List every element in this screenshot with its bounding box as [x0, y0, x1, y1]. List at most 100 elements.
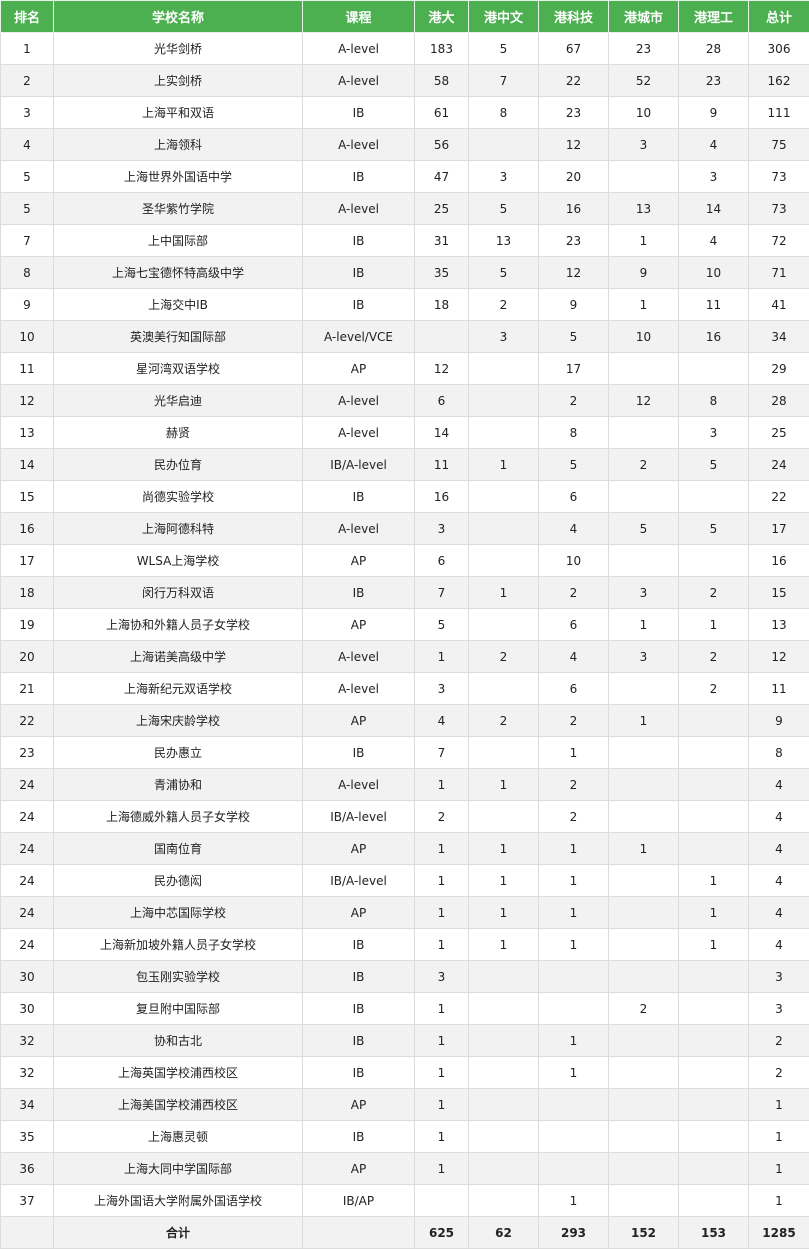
cell-polyu: 5: [679, 513, 749, 545]
cell-rank: 23: [1, 737, 54, 769]
cell-rank: 32: [1, 1025, 54, 1057]
total-polyu: 153: [679, 1217, 749, 1249]
cell-cuhk: 1: [469, 833, 539, 865]
cell-curriculum: IB/A-level: [303, 865, 415, 897]
cell-curriculum: A-level: [303, 193, 415, 225]
cell-curriculum: IB: [303, 961, 415, 993]
cell-total: 25: [749, 417, 809, 449]
cell-rank: 7: [1, 225, 54, 257]
cell-hkust: [539, 1121, 609, 1153]
cell-hku: 1: [415, 1153, 469, 1185]
cell-polyu: [679, 481, 749, 513]
cell-hkust: 12: [539, 129, 609, 161]
cell-cityu: [609, 769, 679, 801]
cell-polyu: 10: [679, 257, 749, 289]
cell-cuhk: 1: [469, 929, 539, 961]
cell-hkust: 1: [539, 737, 609, 769]
cell-school-name: 上海外国语大学附属外国语学校: [54, 1185, 303, 1217]
cell-total: 1: [749, 1121, 809, 1153]
cell-total: 16: [749, 545, 809, 577]
cell-school-name: 光华启迪: [54, 385, 303, 417]
cell-cuhk: [469, 1153, 539, 1185]
cell-curriculum: AP: [303, 609, 415, 641]
cell-hku: 1: [415, 897, 469, 929]
cell-cityu: 3: [609, 577, 679, 609]
cell-hkust: 2: [539, 385, 609, 417]
cell-curriculum: AP: [303, 545, 415, 577]
cell-hkust: 2: [539, 577, 609, 609]
cell-cityu: 2: [609, 993, 679, 1025]
cell-polyu: 5: [679, 449, 749, 481]
cell-cityu: 2: [609, 449, 679, 481]
cell-school-name: 上海世界外国语中学: [54, 161, 303, 193]
cell-hkust: 67: [539, 33, 609, 65]
cell-rank: 24: [1, 833, 54, 865]
cell-hkust: 4: [539, 641, 609, 673]
cell-hkust: 6: [539, 609, 609, 641]
cell-hku: 1: [415, 641, 469, 673]
cell-polyu: 1: [679, 609, 749, 641]
cell-school-name: 英澳美行知国际部: [54, 321, 303, 353]
cell-hku: [415, 1185, 469, 1217]
cell-school-name: 尚德实验学校: [54, 481, 303, 513]
cell-polyu: 2: [679, 577, 749, 609]
cell-cityu: [609, 481, 679, 513]
cell-total: 34: [749, 321, 809, 353]
cell-polyu: [679, 1057, 749, 1089]
cell-hku: 31: [415, 225, 469, 257]
header-polyu: 港理工: [679, 1, 749, 33]
cell-cuhk: 3: [469, 161, 539, 193]
cell-rank: 15: [1, 481, 54, 513]
cell-cuhk: 7: [469, 65, 539, 97]
cell-school-name: 上海美国学校浦西校区: [54, 1089, 303, 1121]
cell-hkust: 6: [539, 673, 609, 705]
cell-cityu: [609, 161, 679, 193]
cell-school-name: 上海领科: [54, 129, 303, 161]
cell-cityu: 3: [609, 129, 679, 161]
cell-total: 2: [749, 1025, 809, 1057]
cell-polyu: 9: [679, 97, 749, 129]
cell-total: 28: [749, 385, 809, 417]
cell-hkust: [539, 1089, 609, 1121]
cell-hkust: 1: [539, 929, 609, 961]
cell-cuhk: 2: [469, 289, 539, 321]
cell-cuhk: [469, 1057, 539, 1089]
cell-hku: 58: [415, 65, 469, 97]
cell-polyu: 16: [679, 321, 749, 353]
cell-total: 1: [749, 1185, 809, 1217]
cell-hkust: 2: [539, 705, 609, 737]
cell-total: 29: [749, 353, 809, 385]
cell-curriculum: IB: [303, 161, 415, 193]
cell-curriculum: IB: [303, 225, 415, 257]
cell-curriculum: AP: [303, 833, 415, 865]
cell-total: 73: [749, 161, 809, 193]
cell-cuhk: [469, 801, 539, 833]
cell-hku: 3: [415, 673, 469, 705]
cell-polyu: [679, 545, 749, 577]
header-total: 总计: [749, 1, 809, 33]
cell-hku: 2: [415, 801, 469, 833]
cell-school-name: 上海宋庆龄学校: [54, 705, 303, 737]
cell-cityu: [609, 897, 679, 929]
cell-polyu: 28: [679, 33, 749, 65]
cell-rank: 17: [1, 545, 54, 577]
total-rank: [1, 1217, 54, 1249]
cell-polyu: 1: [679, 929, 749, 961]
cell-rank: 32: [1, 1057, 54, 1089]
cell-school-name: 民办位育: [54, 449, 303, 481]
cell-total: 162: [749, 65, 809, 97]
cell-school-name: 上海交中IB: [54, 289, 303, 321]
cell-curriculum: IB: [303, 577, 415, 609]
cell-polyu: [679, 961, 749, 993]
cell-cityu: 52: [609, 65, 679, 97]
cell-curriculum: A-level: [303, 673, 415, 705]
